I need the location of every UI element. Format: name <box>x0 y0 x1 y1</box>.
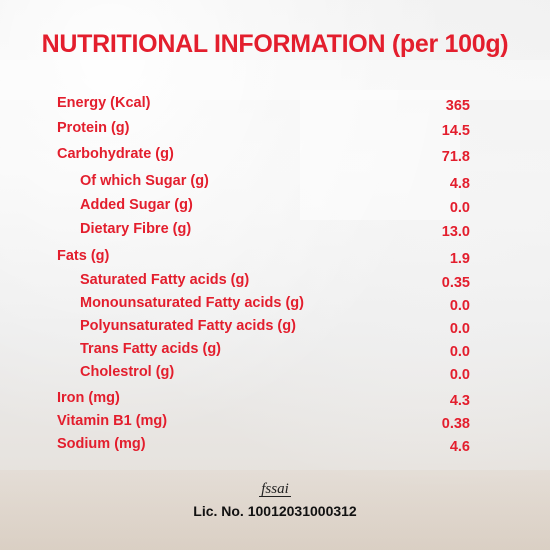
nutrient-label: Added Sugar (g) <box>80 197 193 213</box>
fssai-logo-block: fssai <box>0 480 550 498</box>
nutrition-row: Of which Sugar (g) 4.8 <box>0 173 550 195</box>
nutrient-label: Cholestrol (g) <box>80 364 175 380</box>
nutrient-label: Dietary Fibre (g) <box>80 221 192 237</box>
nutrient-label: Carbohydrate (g) <box>57 146 174 162</box>
nutrition-title: NUTRITIONAL INFORMATION (per 100g) <box>41 30 509 58</box>
nutrition-row: Cholestrol (g) 0.0 <box>0 364 550 386</box>
nutrient-value: 0.0 <box>449 298 470 314</box>
nutrient-label: Trans Fatty acids (g) <box>80 341 222 357</box>
nutrient-value: 14.5 <box>441 123 470 139</box>
nutrient-label: Saturated Fatty acids (g) <box>80 272 250 288</box>
nutrient-value: 0.0 <box>449 321 470 337</box>
nutrient-value: 71.8 <box>441 149 470 165</box>
nutrient-value: 13.0 <box>441 224 470 240</box>
nutrient-value: 1.9 <box>449 251 470 267</box>
nutrient-label: Fats (g) <box>57 248 110 264</box>
background-counter <box>0 470 550 550</box>
nutrition-row: Trans Fatty acids (g) 0.0 <box>0 341 550 363</box>
nutrient-value: 0.0 <box>449 344 470 360</box>
nutrition-row: Monounsaturated Fatty acids (g) 0.0 <box>0 295 550 317</box>
nutrition-row: Carbohydrate (g) 71.8 <box>0 146 550 168</box>
nutrient-label: Of which Sugar (g) <box>80 173 209 189</box>
nutrition-row: Sodium (mg) 4.6 <box>0 436 550 458</box>
nutrient-label: Polyunsaturated Fatty acids (g) <box>80 318 296 334</box>
background-shelf <box>0 60 550 100</box>
nutrient-label: Iron (mg) <box>57 390 120 406</box>
nutrient-value: 0.0 <box>449 367 470 383</box>
nutrient-value: 4.3 <box>449 393 470 409</box>
background-window <box>300 90 460 220</box>
nutrient-value: 4.6 <box>449 439 470 455</box>
nutrient-label: Sodium (mg) <box>57 436 146 452</box>
nutrition-row: Iron (mg) 4.3 <box>0 390 550 412</box>
nutrition-row: Energy (Kcal) 365 <box>0 95 550 117</box>
nutrient-value: 4.8 <box>449 176 470 192</box>
nutrient-label: Protein (g) <box>57 120 130 136</box>
nutrient-label: Vitamin B1 (mg) <box>57 413 168 429</box>
nutrition-row: Vitamin B1 (mg) 0.38 <box>0 413 550 435</box>
nutrition-row: Saturated Fatty acids (g) 0.35 <box>0 272 550 294</box>
nutrient-value: 365 <box>445 98 470 114</box>
nutrition-row: Dietary Fibre (g) 13.0 <box>0 221 550 243</box>
nutrient-value: 0.38 <box>441 416 470 432</box>
nutrient-label: Monounsaturated Fatty acids (g) <box>80 295 304 311</box>
nutrient-label: Energy (Kcal) <box>57 95 151 111</box>
nutrition-row: Added Sugar (g) 0.0 <box>0 197 550 219</box>
nutrition-row: Fats (g) 1.9 <box>0 248 550 270</box>
nutrition-row: Protein (g) 14.5 <box>0 120 550 142</box>
nutrient-value: 0.35 <box>441 275 470 291</box>
license-number: Lic. No. 10012031000312 <box>193 503 357 519</box>
nutrition-row: Polyunsaturated Fatty acids (g) 0.0 <box>0 318 550 340</box>
fssai-logo: fssai <box>259 481 291 497</box>
nutrient-value: 0.0 <box>449 200 470 216</box>
